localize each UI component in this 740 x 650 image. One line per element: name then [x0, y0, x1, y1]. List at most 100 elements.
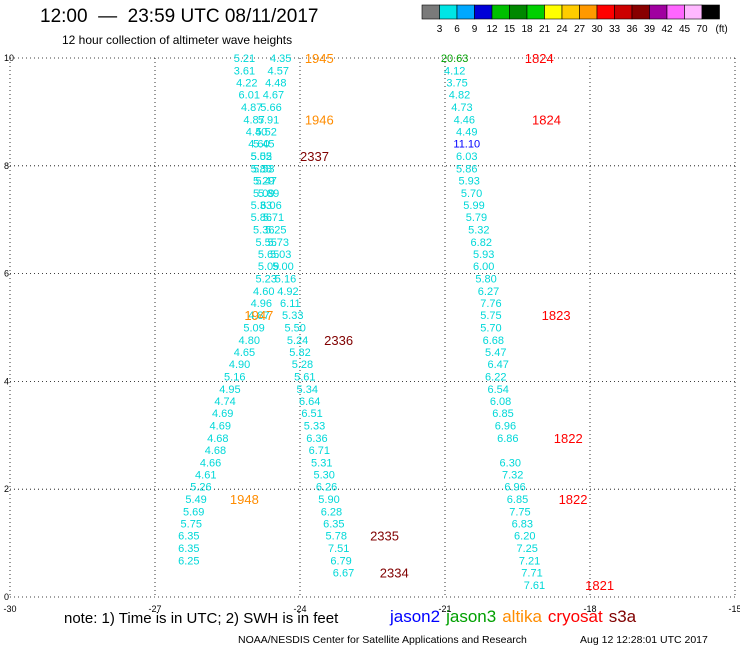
pass-time-annotation: 1947: [244, 308, 273, 323]
legend-entry: cryosat: [547, 607, 603, 626]
wave-height-point: 5.91: [258, 114, 279, 126]
wave-height-point: 6.82: [471, 237, 492, 249]
y-tick-label: 2: [4, 484, 9, 494]
wave-height-point: 4.12: [444, 65, 465, 77]
y-tick-label: 0: [4, 592, 9, 602]
wave-height-point: 6.51: [301, 408, 322, 420]
wave-height-point: 6.83: [512, 519, 533, 531]
wave-height-point: 6.85: [507, 494, 528, 506]
satellite-legend: jason2 jason3 altika cryosat s3a: [390, 607, 642, 627]
wave-height-point: 6.25: [178, 555, 199, 567]
wave-height-point: 5.16: [224, 372, 245, 384]
colorbar-tick-label: 45: [679, 24, 691, 35]
wave-height-point: 6.06: [260, 200, 281, 212]
colorbar-tick-label: 3: [437, 24, 443, 35]
wave-height-point: 4.74: [214, 396, 235, 408]
y-tick-label: 6: [4, 269, 9, 279]
wave-height-point: 5.23: [255, 273, 276, 285]
wave-height-point: 6.20: [514, 531, 535, 543]
wave-height-point: 5.89: [258, 188, 279, 200]
wave-height-point: 5.33: [282, 310, 303, 322]
wave-height-point: 5.30: [313, 470, 334, 482]
wave-height-point: 4.68: [207, 433, 228, 445]
wave-height-point: 5.33: [251, 200, 272, 212]
wave-height-point: 6.79: [330, 555, 351, 567]
wave-height-point: 4.69: [212, 408, 233, 420]
wave-height-point: 4.65: [234, 347, 255, 359]
colorbar-tick-label: 33: [609, 24, 621, 35]
wave-height-point: 5.53: [253, 163, 274, 175]
colorbar-tick-label: 9: [472, 24, 478, 35]
pass-time-annotation: 1822: [559, 492, 588, 507]
wave-height-point: 5.66: [260, 102, 281, 114]
wave-height-point: 6.64: [299, 396, 320, 408]
wave-height-point: 6.35: [323, 519, 344, 531]
wave-height-point: 5.50: [284, 323, 305, 335]
x-tick-label: -30: [3, 604, 16, 614]
chart-title: 12:00 — 23:59 UTC 08/11/2017: [40, 6, 319, 27]
wave-height-point: 5.73: [268, 237, 289, 249]
wave-height-point: 5.09: [243, 323, 264, 335]
wave-height-point: 4.69: [210, 421, 231, 433]
wave-height-point: 5.47: [485, 347, 506, 359]
colorbar-tick-label: 21: [539, 24, 551, 35]
wave-height-point: 6.26: [316, 482, 337, 494]
wave-height-point: 5.93: [473, 249, 494, 261]
wave-height-point: 3.75: [446, 77, 467, 89]
colorbar-unit-label: (ft): [716, 24, 728, 35]
wave-height-point: 5.93: [458, 175, 479, 187]
wave-height-point: 4.92: [277, 286, 298, 298]
wave-height-point: 6.03: [456, 151, 477, 163]
wave-height-point: 7.61: [524, 580, 545, 592]
wave-height-point: 6.68: [483, 335, 504, 347]
wave-height-point: 5.69: [183, 506, 204, 518]
wave-height-point: 5.16: [275, 273, 296, 285]
wave-height-point: 5.80: [475, 273, 496, 285]
wave-height-point: 5.09: [258, 261, 279, 273]
pass-time-annotation: 2334: [380, 566, 409, 581]
wave-height-point: 4.87: [248, 310, 269, 322]
wave-height-point: 6.35: [178, 531, 199, 543]
legend-entry: altika: [502, 607, 542, 626]
wave-height-point: 5.00: [272, 261, 293, 273]
pass-time-annotation: 1823: [542, 308, 571, 323]
pass-time-annotation: 1824: [525, 51, 554, 66]
colorbar-tick-label: 27: [574, 24, 586, 35]
wave-height-point: 4.48: [265, 77, 286, 89]
wave-height-point: 5.71: [263, 212, 284, 224]
wave-height-point: 5.55: [255, 237, 276, 249]
pass-time-annotation: 1946: [305, 112, 334, 127]
colorbar-tick-label: 15: [504, 24, 516, 35]
wave-height-point: 6.22: [485, 372, 506, 384]
wave-height-point: 5.70: [461, 188, 482, 200]
wave-height-point: 5.33: [304, 421, 325, 433]
wave-height-point: 4.87: [241, 102, 262, 114]
pass-time-annotation: 2337: [300, 149, 329, 164]
x-tick-label: -27: [148, 604, 161, 614]
wave-height-point: 5.75: [181, 519, 202, 531]
wave-height-point: 7.25: [516, 543, 537, 555]
x-tick-label: -15: [728, 604, 740, 614]
wave-height-point: 5.99: [463, 200, 484, 212]
generated-timestamp: Aug 12 12:28:01 UTC 2017: [580, 634, 708, 646]
wave-height-point: 6.67: [333, 568, 354, 580]
wave-height-point: 5.29: [253, 175, 274, 187]
legend-entry: s3a: [608, 607, 637, 626]
wave-height-point: 5.05: [251, 151, 272, 163]
wave-height-point: 5.86: [456, 163, 477, 175]
colorbar-tick-label: 18: [521, 24, 533, 35]
wave-height-point: 6.27: [478, 286, 499, 298]
wave-height-point: 4.68: [205, 445, 226, 457]
wave-height-point: 4.80: [239, 335, 260, 347]
wave-height-point: 6.71: [309, 445, 330, 457]
wave-height-point: 6.00: [473, 261, 494, 273]
wave-height-point: 5.21: [234, 53, 255, 65]
wave-height-point: 4.96: [251, 298, 272, 310]
wave-height-point: 4.46: [454, 114, 475, 126]
wave-height-point: 5.78: [326, 531, 347, 543]
wave-height-point: 7.71: [521, 568, 542, 580]
wave-height-point: 5.36: [253, 224, 274, 236]
wave-height-point: 6.96: [495, 421, 516, 433]
pass-time-annotation: 1948: [230, 492, 259, 507]
